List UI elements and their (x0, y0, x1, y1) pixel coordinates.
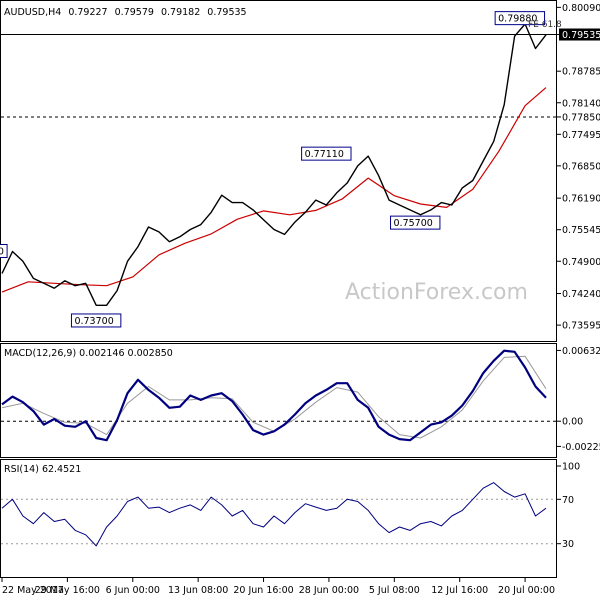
macd-axis-tick-label: 0.00 (562, 417, 583, 428)
rsi-label: RSI(14) 62.4521 (4, 464, 81, 475)
time-tick-label: 13 Jun 08:00 (168, 585, 228, 596)
annotation-box (0, 243, 8, 258)
ohlc-open: 0.79227 (68, 7, 107, 18)
time-tick-label: 22 May 2017 (2, 585, 64, 596)
price-axis-tick-label: 0.78140 (562, 98, 600, 109)
time-tick-label: 6 Jun 00:00 (106, 585, 160, 596)
price-axis-tick-label: 0.78785 (562, 67, 600, 78)
price-axis-tick-label: 0.79535 (562, 30, 600, 41)
rsi-axis-tick-label: 70 (562, 495, 574, 506)
ohlc-high: 0.79579 (115, 7, 154, 18)
rsi-axis-tick-label: 100 (562, 462, 580, 473)
level-line-axis-label: 0.77850 (562, 112, 600, 123)
annotation-label: 0.77110 (305, 149, 344, 160)
price-axis-tick-label: 0.73595 (562, 321, 600, 332)
annotation-box (301, 146, 352, 161)
macd-plot (1, 349, 547, 442)
time-tick-label: 29 May 16:00 (35, 585, 100, 596)
annotation-label: 0.79880 (498, 14, 537, 25)
price-axis-tick-label: 0.76190 (562, 194, 600, 205)
time-tick-label: 20 Jun 16:00 (233, 585, 293, 596)
annotation-box (390, 215, 441, 230)
rsi-line (1, 482, 547, 547)
instrument-label: AUDUSD,H4 0.79227 0.79579 0.79182 0.7953… (4, 7, 247, 18)
price-axis-current-price-box (559, 28, 600, 41)
time-tick-label: 5 Jul 08:00 (369, 585, 420, 596)
macd-signal-line (1, 355, 547, 439)
rsi-axis: 100 70 30 (557, 462, 580, 550)
price-axis-tick-label: 0.75545 (562, 225, 600, 236)
annotation-label: 0.75700 (394, 218, 433, 229)
time-tick-label: 28 Jun 00:00 (299, 585, 359, 596)
macd-axis-tick-label: 0.006326 (562, 346, 600, 357)
price-axis-tick-label: 0.80090 (562, 3, 600, 14)
moving-average-line (1, 87, 547, 293)
macd-axis-tick-label: -0.002253 (562, 442, 600, 453)
instrument-name: AUDUSD,H4 (4, 7, 61, 18)
time-tick-label: 12 Jul 16:00 (431, 585, 488, 596)
watermark: ActionForex.com (345, 280, 528, 305)
annotation-label: 0.73700 (74, 316, 113, 327)
price-axis-tick-label: 0.74900 (562, 257, 600, 268)
macd-line (1, 349, 547, 442)
time-tick-label: 20 Jul 00:00 (498, 585, 555, 596)
price-panel-plot (1, 23, 547, 306)
price-axis-tick-label: 0.76850 (562, 161, 600, 172)
price-panel-frame (0, 0, 557, 342)
macd-panel-frame (0, 343, 557, 458)
price-axis-tick-label: 0.77495 (562, 130, 600, 141)
annotation-box (494, 11, 546, 26)
macd-label: MACD(12,26,9) 0.002146 0.002850 (4, 348, 173, 359)
annotation-box (70, 313, 122, 328)
price-panel-levels (1, 34, 556, 118)
price-line (1, 23, 547, 306)
rsi-levels (1, 498, 556, 545)
ohlc-low: 0.79182 (161, 7, 200, 18)
fib-extension-label: FE 61.8 (528, 20, 562, 30)
ohlc-close: 0.79535 (207, 7, 246, 18)
rsi-panel-frame (0, 459, 557, 578)
rsi-plot (1, 482, 547, 547)
price-axis: 0.80090 0.79535 0.78785 0.78140 0.77495 0.768… (557, 3, 600, 332)
macd-axis: 0.006326 0.00 -0.002253 (557, 346, 600, 453)
price-annotations: 0.79880 0.77110 0.75700 0.73700 0 FE 61.8 (0, 11, 562, 328)
annotation-label: 0 (0, 246, 4, 257)
rsi-axis-tick-label: 30 (562, 539, 574, 550)
price-axis-tick-label: 0.74240 (562, 289, 600, 300)
